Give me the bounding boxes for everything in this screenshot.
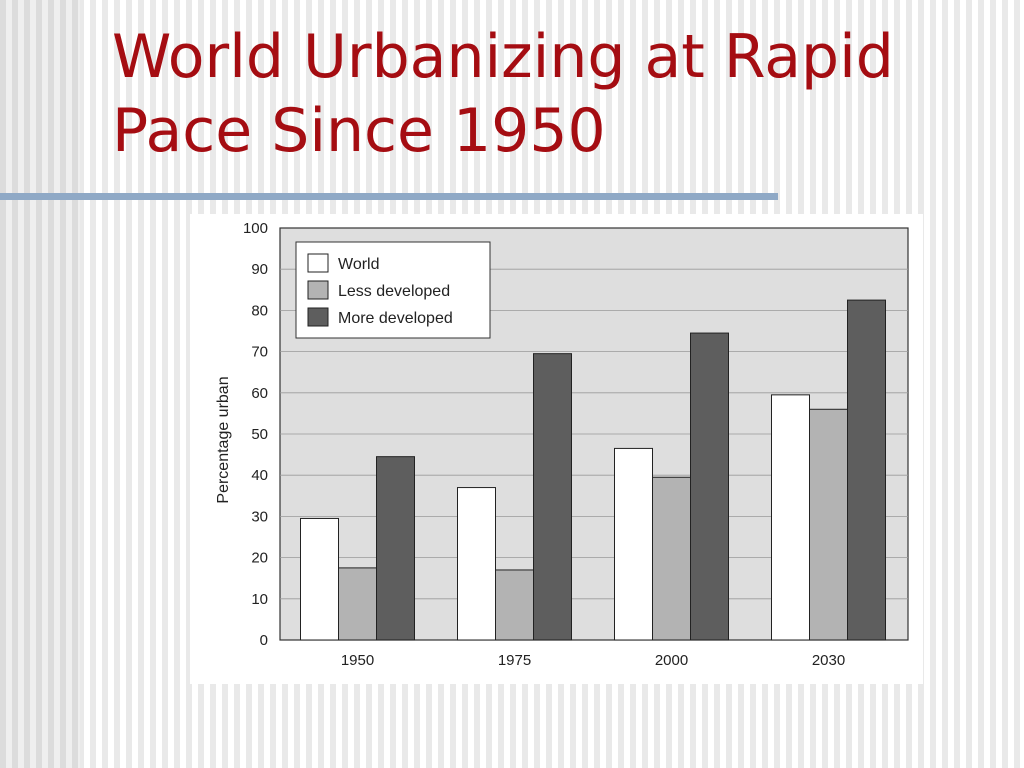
y-tick-label: 30	[251, 508, 268, 525]
y-axis-label: Percentage urban	[215, 376, 232, 503]
bar-world-1975	[457, 487, 496, 641]
legend-label: World	[338, 256, 380, 273]
chart-legend: World Less developed More developed	[295, 241, 491, 339]
title-divider	[0, 193, 778, 200]
bar-more-developed-2030	[847, 299, 886, 641]
legend-swatch	[307, 307, 329, 327]
bar-less-developed-2030	[809, 408, 848, 641]
bar-less-developed-2000	[652, 476, 691, 641]
y-tick-label: 50	[251, 426, 268, 443]
y-tick-label: 10	[251, 591, 268, 608]
bar-less-developed-1950	[338, 567, 377, 641]
y-tick-label: 60	[251, 385, 268, 402]
bars	[300, 299, 886, 641]
slide-title: World Urbanizing at Rapid Pace Since 195…	[112, 22, 894, 166]
chart-card: 0 10 20 30 40 50 60 70 80 90 100 1950 1975 2000 2030 …	[190, 214, 923, 684]
bar-less-developed-1975	[495, 569, 534, 641]
y-tick-label: 70	[251, 344, 268, 361]
legend-label: Less developed	[338, 283, 450, 300]
bar-world-2030	[771, 394, 810, 641]
slide-background-shade	[0, 0, 80, 768]
y-tick-label: 100	[243, 220, 268, 237]
bar-more-developed-1950	[376, 456, 415, 641]
x-tick-label: 2030	[812, 652, 845, 669]
y-tick-label: 90	[251, 261, 268, 278]
bar-more-developed-2000	[690, 332, 729, 641]
bar-world-1950	[300, 517, 339, 641]
y-tick-label: 40	[251, 467, 268, 484]
y-tick-label: 0	[260, 632, 268, 649]
bar-more-developed-1975	[533, 353, 572, 641]
x-tick-label: 1950	[341, 652, 374, 669]
y-axis-ticks: 0 10 20 30 40 50 60 70 80 90 100	[243, 220, 268, 649]
x-axis-ticks: 1950 1975 2000 2030	[341, 652, 845, 669]
x-tick-label: 1975	[498, 652, 531, 669]
legend-swatch	[307, 253, 329, 273]
bar-world-2000	[614, 447, 653, 641]
legend-swatch	[307, 280, 329, 300]
legend-label: More developed	[338, 310, 453, 327]
y-tick-label: 80	[251, 302, 268, 319]
y-tick-label: 20	[251, 550, 268, 567]
x-tick-label: 2000	[655, 652, 688, 669]
